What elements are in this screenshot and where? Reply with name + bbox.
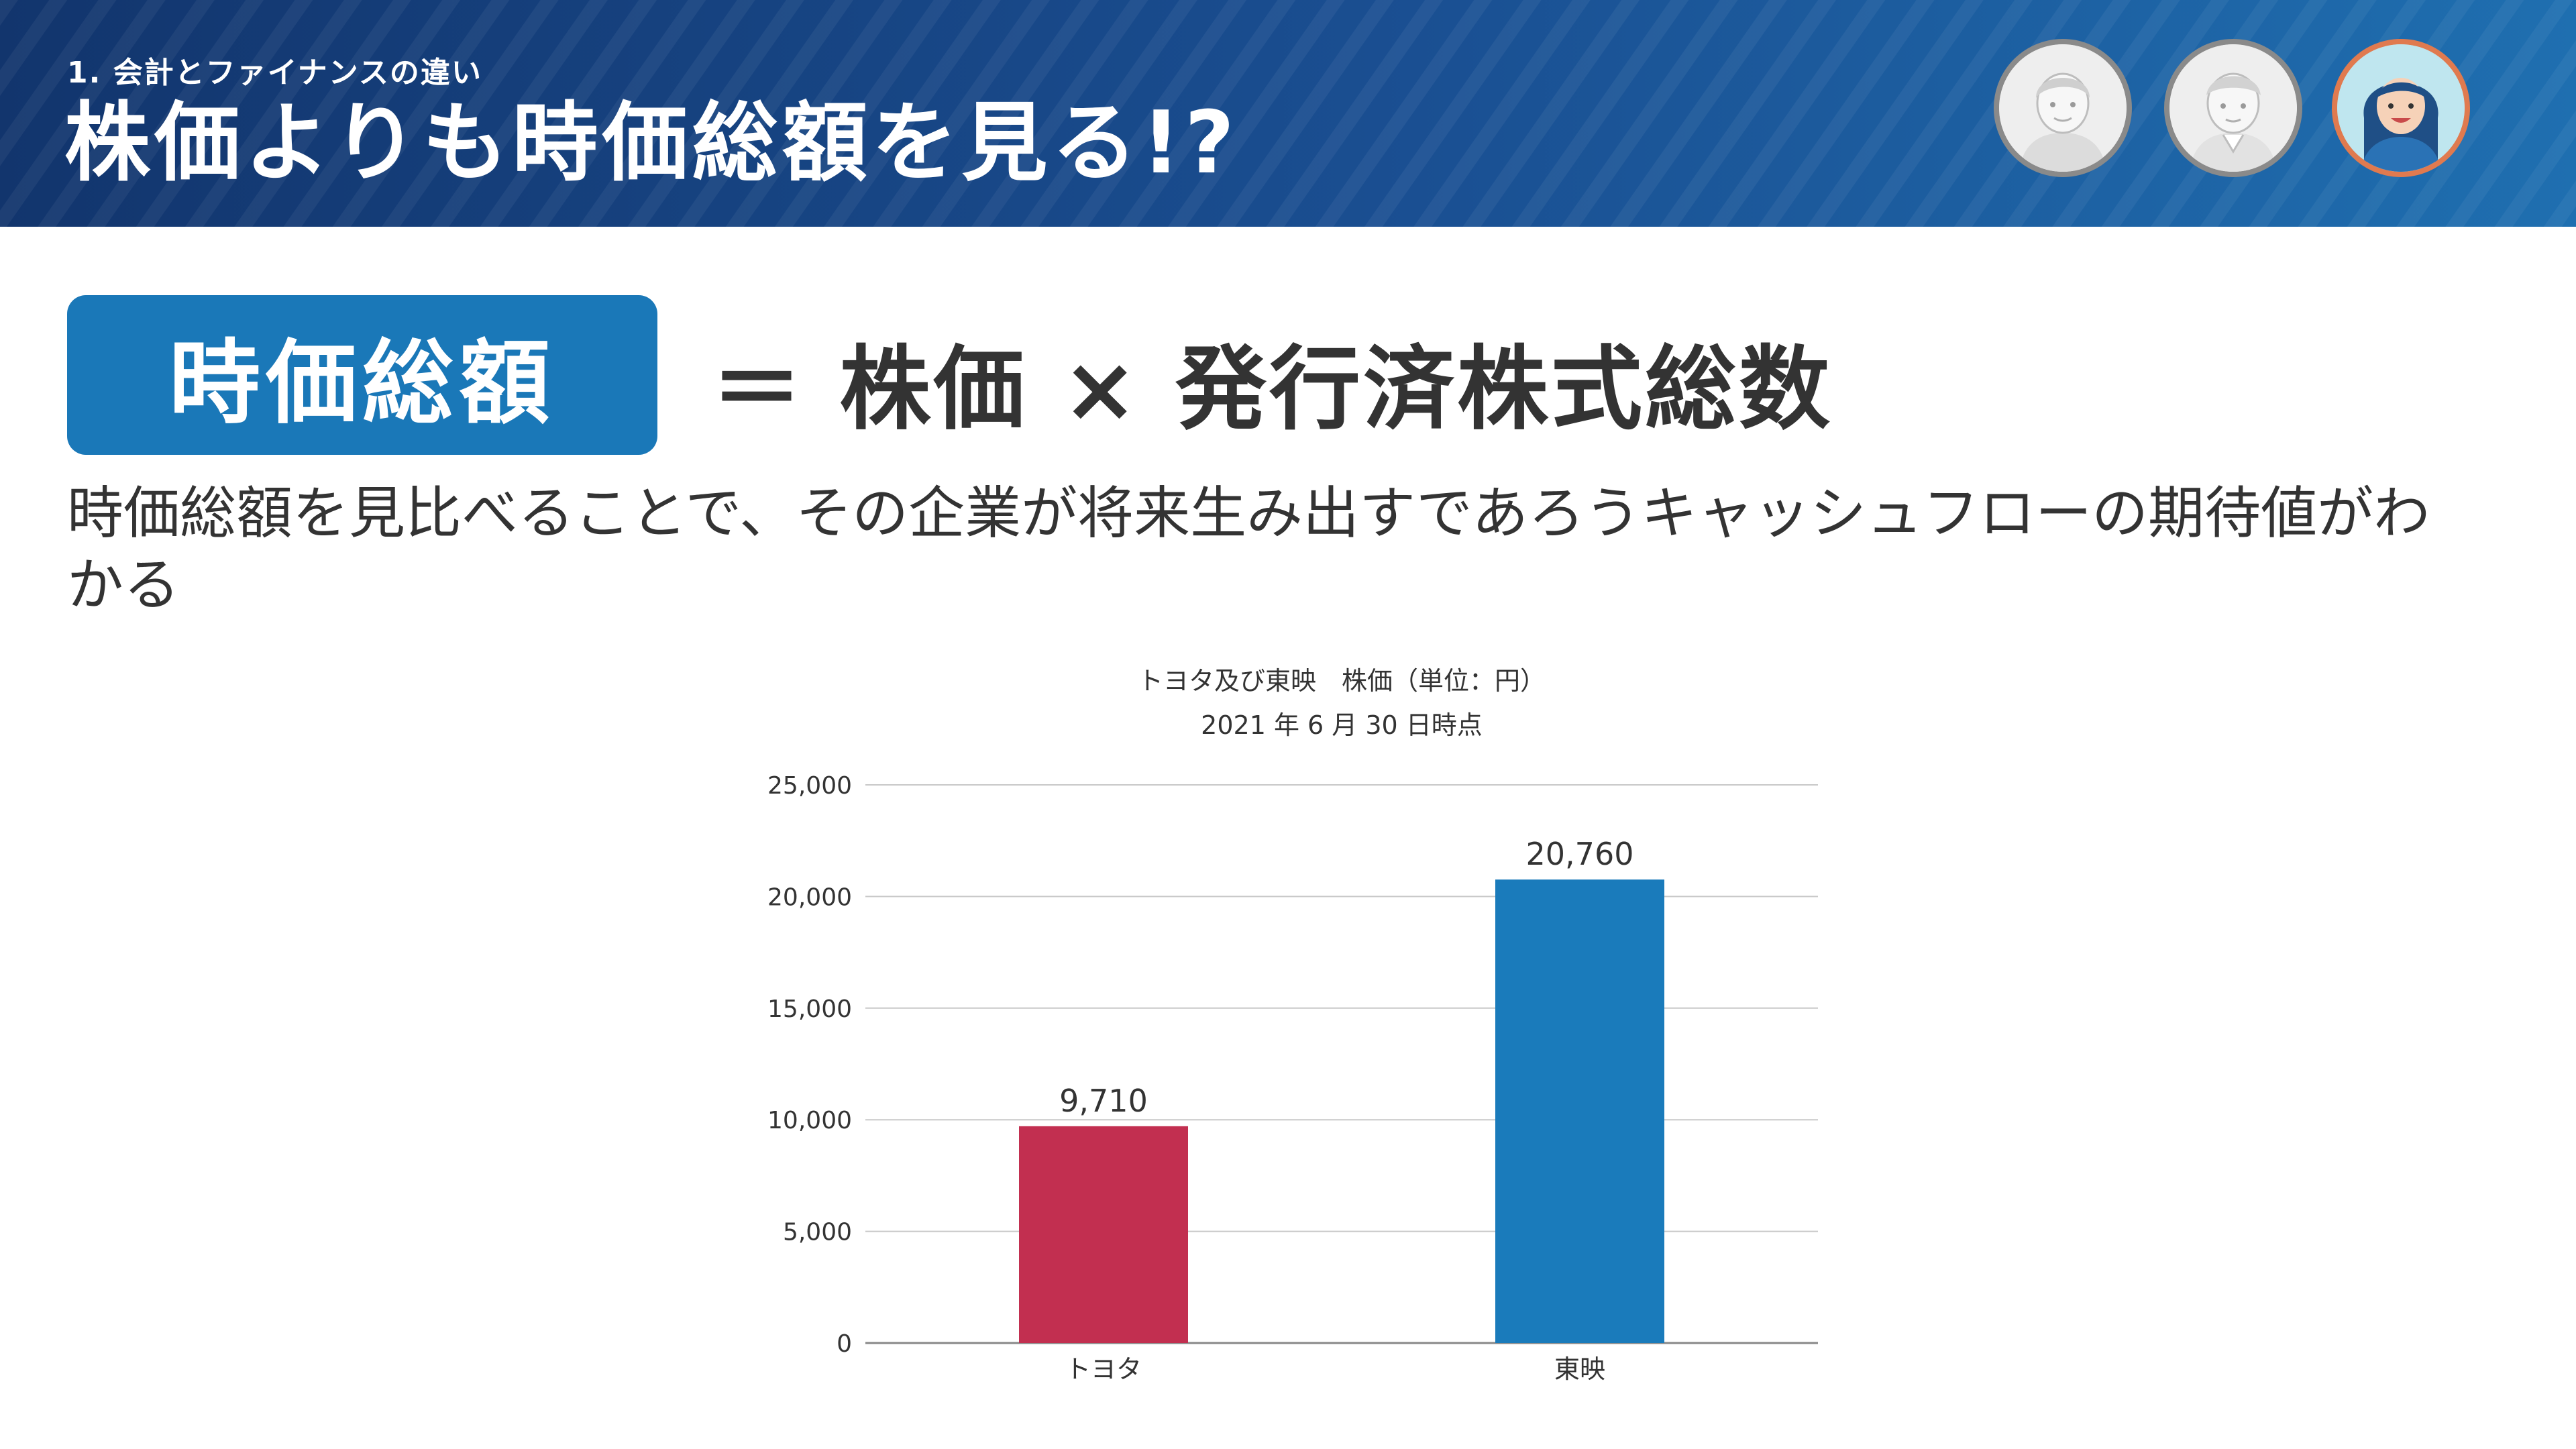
y-tick-label: 25,000 xyxy=(767,772,852,800)
x-tick-label: 東映 xyxy=(1554,1354,1605,1384)
chart-title: トヨタ及び東映 株価（単位：円） xyxy=(1138,666,1546,696)
y-tick-label: 0 xyxy=(837,1330,852,1358)
formula-expression: ＝ 株価 × 発行済株式総数 xyxy=(711,337,1833,443)
x-tick-label: トヨタ xyxy=(1065,1354,1142,1384)
y-tick-label: 10,000 xyxy=(767,1107,852,1134)
bar-value-label: 20,760 xyxy=(1526,836,1634,872)
slide-title: 株価よりも時価総額を見る!? xyxy=(64,93,1239,193)
man-avatar-icon xyxy=(1994,39,2132,177)
y-tick-label: 15,000 xyxy=(767,996,852,1023)
chart-canvas: トヨタ及び東映 株価（単位：円） 2021 年 6 月 30 日時点 0 5,000 1… xyxy=(767,666,1818,1384)
bar-toei xyxy=(1495,879,1664,1343)
term-box-market-cap: 時価総額 xyxy=(67,295,657,455)
chart-subtitle: 2021 年 6 月 30 日時点 xyxy=(1201,710,1483,740)
section-label: 1. 会計とファイナンスの違い xyxy=(67,56,482,90)
stock-price-chart: トヨタ及び東映 株価（単位：円） 2021 年 6 月 30 日時点 0 5,000 1… xyxy=(724,657,1878,1409)
description-text: 時価総額を見比べることで、その企業が将来生み出すであろうキャッシュフローの期待値… xyxy=(67,480,2430,618)
bar-toyota xyxy=(1019,1126,1188,1343)
header-banner: 1. 会計とファイナンスの違い 株価よりも時価総額を見る!? xyxy=(0,0,2576,227)
bar-value-label: 9,710 xyxy=(1059,1083,1148,1119)
term-label: 時価総額 xyxy=(169,330,555,437)
y-tick-label: 5,000 xyxy=(783,1219,852,1246)
woman-avatar-icon xyxy=(2332,39,2470,177)
header-stripe-pattern xyxy=(0,0,2576,227)
y-tick-label: 20,000 xyxy=(767,883,852,911)
man-avatar-icon xyxy=(2164,39,2302,177)
